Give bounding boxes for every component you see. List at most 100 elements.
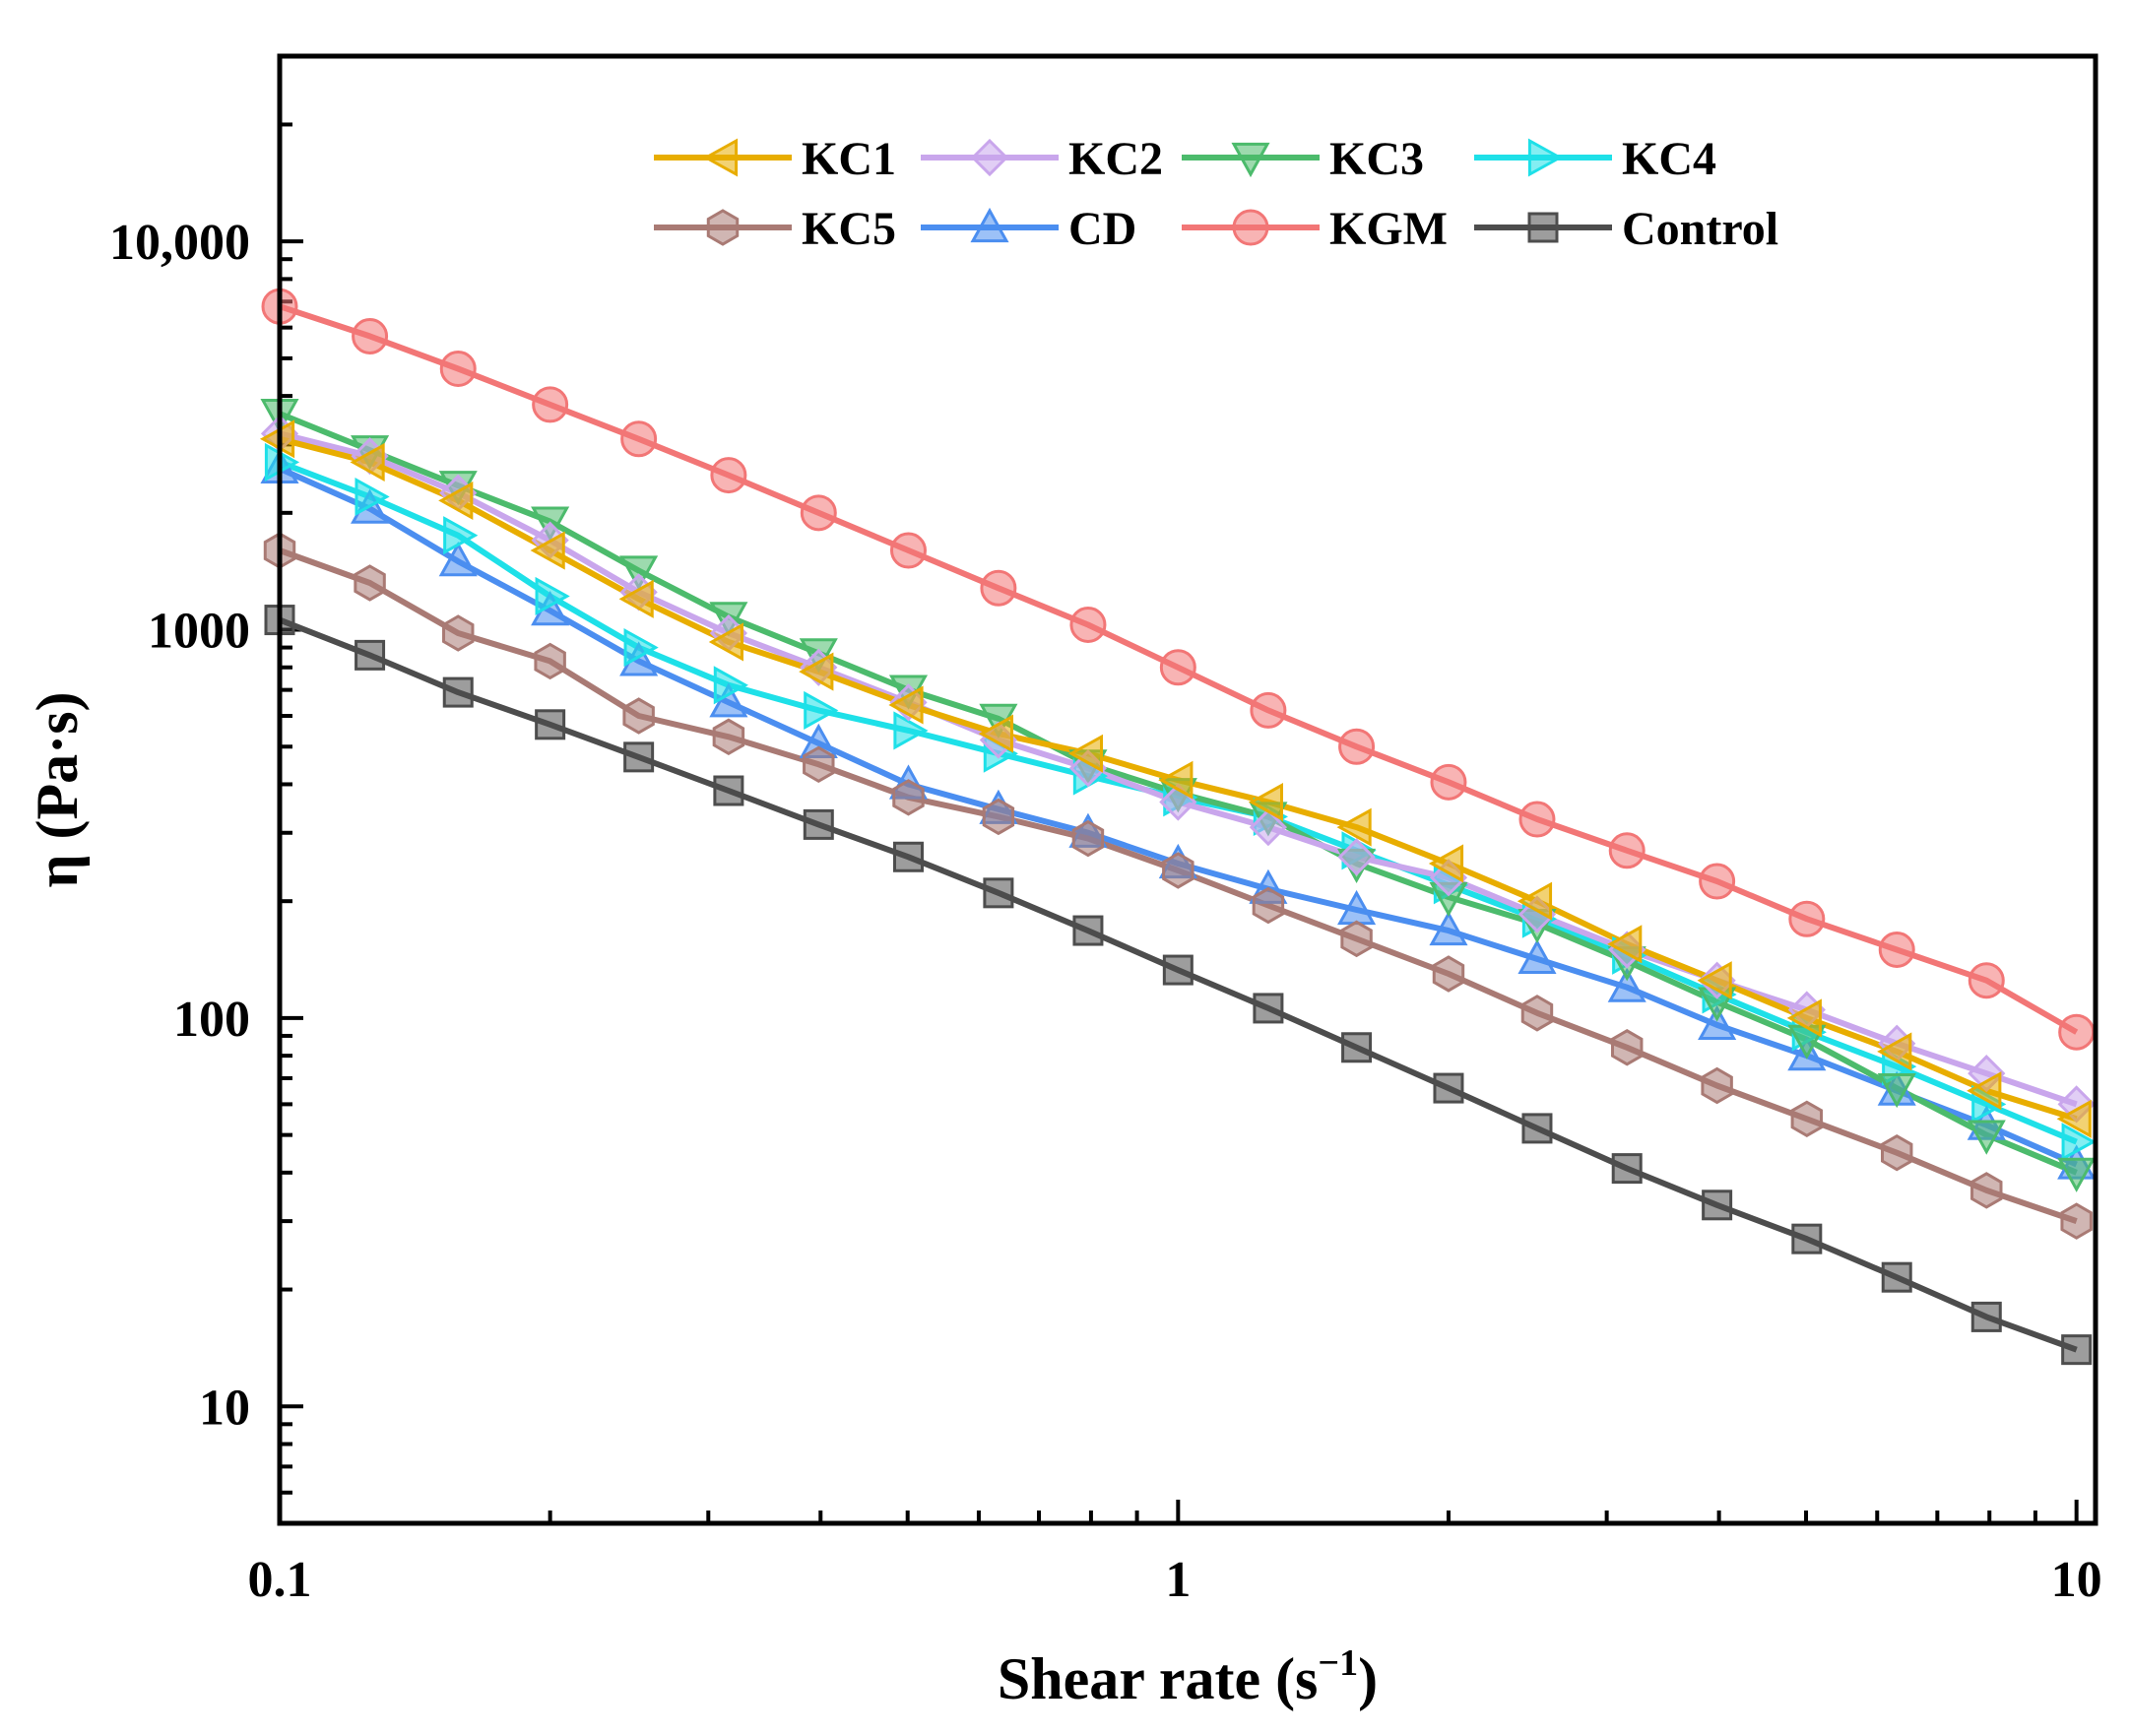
- data-point: [982, 798, 1015, 836]
- data-point: [534, 642, 566, 680]
- legend-label: KC1: [802, 133, 896, 185]
- legend-label: Control: [1622, 203, 1778, 255]
- data-point: [1253, 993, 1284, 1024]
- data-point: [1340, 920, 1373, 958]
- legend-item-kgm: KGM: [1182, 203, 1448, 255]
- legend-item-kc2: KC2: [921, 133, 1163, 185]
- data-point: [438, 542, 478, 577]
- data-point: [1698, 1004, 1737, 1041]
- data-point: [2057, 1157, 2097, 1192]
- legend-marker: [1231, 142, 1270, 178]
- data-point: [1069, 606, 1107, 643]
- x-axis-title-sup: −1: [1318, 1642, 1358, 1684]
- data-point: [1790, 1100, 1824, 1138]
- data-point: [708, 622, 743, 662]
- data-point: [2056, 1099, 2092, 1138]
- data-point: [1520, 995, 1554, 1032]
- y-tick-label: 1000: [148, 604, 250, 660]
- data-point: [443, 516, 479, 555]
- x-tick-label: 10: [2051, 1552, 2102, 1608]
- data-point: [1702, 1189, 1733, 1221]
- legend-label: KC5: [802, 203, 896, 255]
- data-point: [619, 555, 659, 591]
- data-point: [1158, 760, 1194, 800]
- data-point: [1881, 1261, 1912, 1293]
- data-point: [1071, 819, 1105, 858]
- legend-label: KGM: [1329, 203, 1448, 255]
- data-point: [803, 808, 834, 840]
- data-point: [1968, 962, 2005, 999]
- x-axis-title: Shear rate (s−1): [998, 1642, 1378, 1711]
- data-point: [355, 639, 386, 671]
- data-point: [439, 350, 477, 387]
- data-point: [2061, 1123, 2097, 1162]
- x-tick-label: 0.1: [248, 1552, 312, 1608]
- data-point: [980, 569, 1017, 607]
- y-axis-title: η (Pa·s): [25, 691, 90, 887]
- data-point: [1517, 938, 1557, 974]
- data-point: [892, 779, 925, 816]
- data-point: [1881, 1133, 1913, 1172]
- data-point: [1252, 886, 1285, 925]
- x-axis-title-main: Shear rate (s: [998, 1646, 1319, 1711]
- data-point: [713, 775, 744, 806]
- y-tick-labels: 10 100 1000 10,000: [109, 215, 250, 1436]
- legend-item-cd: CD: [921, 203, 1136, 255]
- data-point: [1337, 838, 1376, 876]
- series-points-kc1: [259, 419, 2092, 1138]
- data-point: [2061, 1334, 2093, 1366]
- data-point: [355, 477, 390, 517]
- legend-item-kc5: KC5: [654, 203, 896, 255]
- legend-label: KC4: [1622, 133, 1716, 185]
- y-tick-label: 100: [173, 992, 250, 1048]
- series-lines: [278, 303, 2079, 1353]
- data-point: [1072, 915, 1104, 946]
- x-tick-labels: 0.1 1 10: [248, 1552, 2102, 1608]
- data-point: [623, 741, 655, 773]
- series-points-control: [264, 605, 2093, 1366]
- series-markers: [259, 288, 2097, 1366]
- data-point: [1878, 931, 1915, 968]
- data-point: [1428, 844, 1464, 883]
- data-point: [799, 652, 834, 691]
- data-point: [713, 666, 748, 705]
- data-point: [1521, 1113, 1553, 1144]
- data-point: [1433, 1072, 1464, 1104]
- data-point: [1970, 1301, 2002, 1332]
- data-point: [978, 714, 1013, 753]
- data-point: [350, 442, 385, 482]
- data-point: [983, 877, 1014, 909]
- data-point: [1336, 807, 1372, 847]
- data-point: [1788, 900, 1826, 937]
- data-point: [889, 532, 927, 569]
- data-point: [804, 690, 839, 730]
- legend-marker: [706, 209, 740, 246]
- data-point: [442, 614, 475, 652]
- series-points-kc5: [263, 532, 2093, 1240]
- x-axis-title-close: ): [1358, 1646, 1378, 1711]
- legend-marker: [1527, 138, 1564, 177]
- data-point: [893, 711, 929, 750]
- data-point: [1697, 961, 1732, 1000]
- data-point: [1967, 1120, 2006, 1155]
- data-point: [1159, 649, 1196, 686]
- data-point: [1432, 955, 1465, 993]
- data-point: [1967, 1071, 2002, 1111]
- data-point: [1250, 691, 1287, 729]
- data-point: [1699, 863, 1736, 900]
- data-point: [1608, 832, 1646, 869]
- data-point: [1701, 1066, 1733, 1105]
- legend-item-kc3: KC3: [1182, 133, 1424, 185]
- y-tick-label: 10: [199, 1380, 250, 1436]
- data-point: [1791, 1223, 1823, 1254]
- data-point: [1970, 1172, 2003, 1209]
- data-point: [620, 420, 658, 458]
- data-point: [803, 745, 835, 784]
- x-tick-label: 1: [1165, 1552, 1191, 1608]
- data-point: [535, 709, 566, 740]
- data-point: [442, 676, 474, 708]
- legend-label: KC2: [1068, 133, 1163, 185]
- data-point: [2060, 1202, 2093, 1240]
- plot-area: [259, 53, 2098, 1526]
